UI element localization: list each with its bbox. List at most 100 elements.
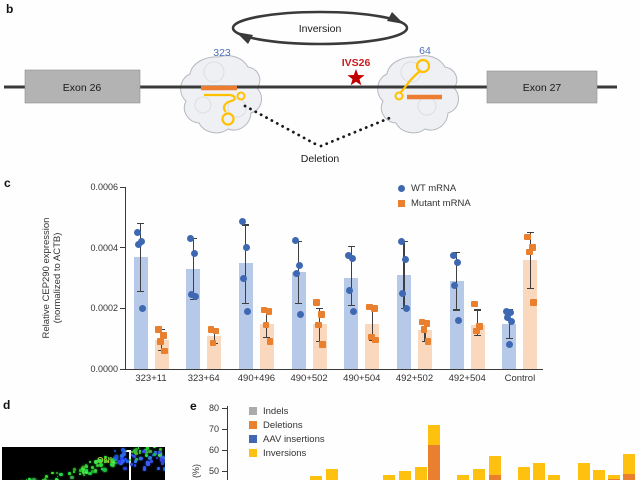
- inversion-arrows-icon: [231, 10, 409, 46]
- wt-data-point: [450, 251, 458, 259]
- y-tick: [222, 407, 227, 409]
- exon27-label: Exon 27: [523, 82, 562, 94]
- blue-cell-dot: [134, 460, 138, 463]
- error-bar: [213, 328, 215, 344]
- y-tick-label: 70: [208, 424, 219, 434]
- blue-cell-dot: [159, 458, 165, 463]
- green-cell-dot: [91, 470, 95, 473]
- green-cell-dot: [70, 476, 74, 480]
- category-label: 490+502: [290, 373, 328, 384]
- ivs26-label: IVS26: [342, 57, 371, 69]
- expression-chart: Relative CEP290 expression (normalized t…: [0, 170, 640, 395]
- wt-data-point: [401, 256, 409, 264]
- blue-cell-dot: [149, 460, 153, 464]
- mutant-data-point: [372, 336, 379, 344]
- blue-cell-dot: [146, 460, 149, 463]
- mutant-data-point: [524, 233, 531, 241]
- error-bar-cap: [295, 303, 303, 305]
- green-cell-dot: [55, 471, 59, 474]
- mutant-data-point: [209, 339, 217, 347]
- y-tick: [120, 247, 125, 249]
- green-cell-dot: [125, 449, 127, 452]
- inversions-bar-segment: [326, 468, 338, 480]
- error-bar-cap: [453, 309, 461, 311]
- blue-cell-dot: [161, 461, 164, 465]
- green-cell-dot: [79, 472, 81, 475]
- blue-cell-dot: [121, 448, 126, 453]
- mutation-star-icon: [347, 69, 365, 86]
- blue-cell-dot: [154, 453, 157, 456]
- green-cell-dot: [158, 447, 163, 452]
- y-tick-label: 0.0000: [90, 364, 118, 374]
- x-axis: [125, 369, 543, 371]
- green-cell-dot: [67, 472, 71, 475]
- wt-data-point: [244, 307, 252, 315]
- green-cell-dot: [135, 457, 139, 461]
- green-cell-dot: [110, 459, 114, 463]
- mutant-data-point: [260, 306, 268, 314]
- mutant-data-point: [160, 332, 167, 339]
- y-tick: [222, 428, 227, 430]
- wt-bar: [238, 262, 253, 369]
- green-cell-dot: [148, 449, 152, 454]
- green-cell-dot: [98, 458, 102, 462]
- category-label: 490+504: [343, 373, 381, 384]
- y-tick-label: 50: [208, 466, 219, 476]
- green-cell-dot: [84, 464, 88, 468]
- error-bar: [350, 246, 352, 306]
- blue-cell-dot: [133, 464, 137, 467]
- wt-data-point: [402, 304, 410, 312]
- category-label: 323+11: [135, 373, 167, 384]
- blue-cell-dot: [155, 456, 159, 460]
- error-bar-cap: [242, 224, 250, 226]
- wt-data-point: [138, 238, 145, 246]
- blue-cell-dot: [141, 449, 146, 454]
- error-bar-cap: [453, 251, 461, 253]
- wt-data-point: [191, 292, 199, 300]
- green-cell-dot: [87, 471, 92, 476]
- wt-data-point: [292, 236, 300, 244]
- green-cell-dot: [103, 460, 107, 463]
- green-cell-dot: [91, 465, 95, 469]
- blue-cell-dot: [116, 459, 121, 464]
- guide-64-label: 64: [419, 45, 431, 57]
- category-label: 490+496: [237, 373, 276, 384]
- mutant-data-point: [265, 308, 273, 315]
- deletion-dotted-lines: [243, 104, 394, 148]
- y-tick-label: 60: [208, 445, 219, 455]
- error-bar-cap: [137, 291, 144, 293]
- panel-c-label: c: [4, 176, 11, 190]
- error-bar-cap: [474, 335, 482, 337]
- green-cell-dot: [93, 460, 98, 465]
- mutant-bar: [523, 259, 538, 369]
- green-cell-dot: [81, 465, 85, 469]
- blue-cell-dot: [119, 456, 124, 461]
- mutant-bar: [154, 340, 169, 369]
- mutant-data-point: [262, 321, 270, 329]
- wt-data-point: [503, 313, 511, 321]
- editing-outcome-chart: e (%) Indels Deletions AAV insertions In…: [0, 395, 640, 480]
- green-cell-dot: [101, 468, 103, 471]
- blue-cell-dot: [131, 454, 134, 457]
- mutant-data-point: [315, 321, 322, 329]
- legend-item-inversions: Inversions: [249, 448, 306, 459]
- green-cell-dot: [134, 452, 138, 456]
- blue-cell-dot: [119, 461, 123, 466]
- error-bar: [529, 232, 531, 289]
- green-cell-dot: [44, 474, 48, 479]
- category-label: 492+504: [448, 373, 486, 384]
- y-axis: [125, 187, 127, 370]
- y-tick-label: 0.0004: [90, 242, 118, 253]
- green-cell-dot: [145, 449, 147, 452]
- mutant-data-point: [529, 244, 536, 251]
- error-bar: [371, 308, 373, 341]
- blue-cell-dot: [130, 453, 133, 456]
- green-cell-dot: [82, 469, 84, 472]
- error-bar-cap: [347, 304, 355, 306]
- green-cell-dot: [139, 450, 141, 452]
- grna-right: [394, 58, 442, 101]
- green-cell-dot: [135, 447, 139, 451]
- wt-data-point: [502, 307, 510, 315]
- y-axis: [227, 406, 229, 480]
